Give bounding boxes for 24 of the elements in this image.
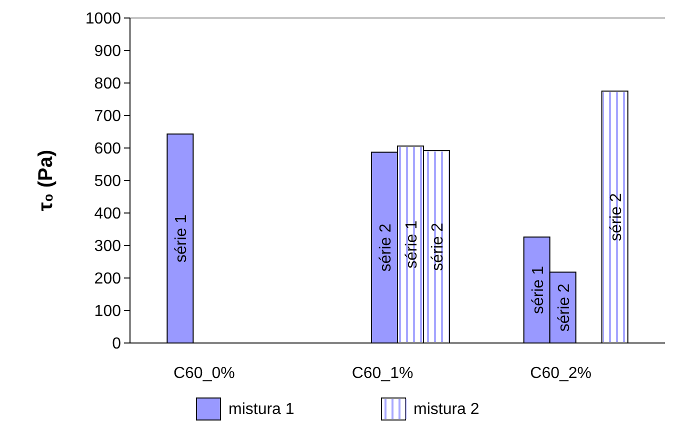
- data-label: série 2: [608, 192, 625, 242]
- y-tick-label: 900: [94, 43, 122, 60]
- y-tick-label: 300: [94, 238, 122, 256]
- data-label: série 1: [173, 214, 190, 263]
- y-tick-label: 1000: [85, 10, 122, 28]
- data-label: série 1: [530, 266, 547, 314]
- y-tick-label: 100: [94, 303, 122, 320]
- y-tick-label: 500: [94, 173, 122, 190]
- x-tick-label: C60_0%: [173, 365, 235, 382]
- y-tick-label: 700: [94, 108, 122, 126]
- x-tick-label: C60_2%: [530, 365, 592, 382]
- y-axis-title: τ₀ (Pa): [35, 150, 57, 212]
- data-label: série 1: [404, 220, 420, 269]
- legend-label: mistura 1: [228, 401, 294, 418]
- y-tick-label: 0: [112, 336, 122, 353]
- y-tick-label: 800: [94, 76, 122, 93]
- legend-label: mistura 2: [414, 401, 480, 418]
- data-label: série 2: [378, 224, 394, 272]
- y-tick-label: 200: [94, 270, 122, 288]
- x-tick-label: C60_1%: [352, 365, 414, 382]
- y-tick-label: 400: [94, 206, 122, 223]
- data-label: série 2: [556, 283, 573, 332]
- y-tick-label: 600: [94, 140, 122, 158]
- data-label: série 2: [430, 222, 446, 271]
